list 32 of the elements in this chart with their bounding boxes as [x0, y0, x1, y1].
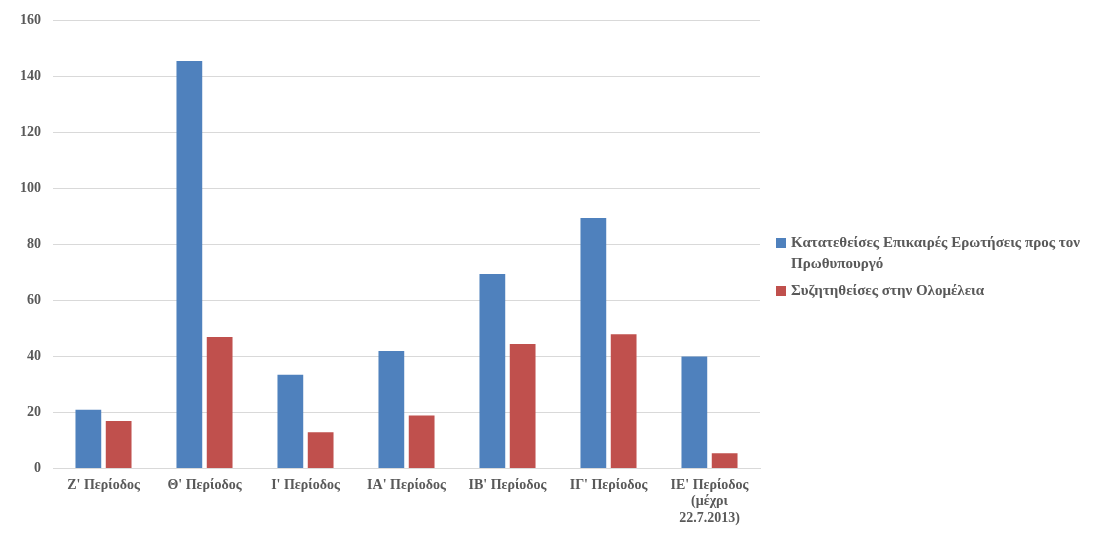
- y-tick-label: 140: [20, 68, 41, 84]
- x-tick-label: Ι' Περίοδος: [271, 476, 341, 492]
- bar: [479, 273, 506, 469]
- x-tick-label: ΙΕ' Περίοδος (μέχρι 22.7.2013): [670, 476, 750, 527]
- bar: [307, 432, 334, 469]
- bar: [277, 374, 304, 469]
- bar: [711, 453, 738, 469]
- bar: [408, 415, 435, 469]
- bar: [75, 409, 102, 469]
- y-tick-label: 40: [27, 348, 41, 364]
- x-tick-label: ΙΑ' Περίοδος: [367, 476, 447, 492]
- bar: [176, 61, 203, 469]
- bar: [610, 334, 637, 469]
- legend-label: Κατατεθείσες Επικαιρές Ερωτήσεις προς τον Πρωθυπουργό: [791, 233, 1081, 273]
- y-tick-label: 120: [20, 124, 41, 140]
- y-tick-label: 0: [34, 460, 41, 476]
- x-tick-label: ΙΓ' Περίοδος: [569, 476, 649, 492]
- y-tick-label: 60: [27, 292, 41, 308]
- x-tick-label: Θ' Περίοδος: [167, 476, 243, 492]
- y-tick-label: 160: [20, 12, 41, 28]
- bar: [105, 420, 132, 469]
- y-tick-label: 100: [20, 180, 41, 196]
- x-tick-label: Ζ' Περίοδος: [67, 476, 141, 492]
- legend-label: Συζητηθείσες στην Ολομέλεια: [791, 281, 985, 300]
- bar: [206, 336, 233, 469]
- bar: [378, 350, 405, 469]
- y-tick-label: 80: [27, 236, 41, 252]
- x-tick-label: ΙΒ' Περίοδος: [468, 476, 548, 492]
- bar: [509, 343, 536, 469]
- y-tick-label: 20: [27, 404, 41, 420]
- bar: [580, 217, 607, 469]
- bar: [681, 356, 708, 469]
